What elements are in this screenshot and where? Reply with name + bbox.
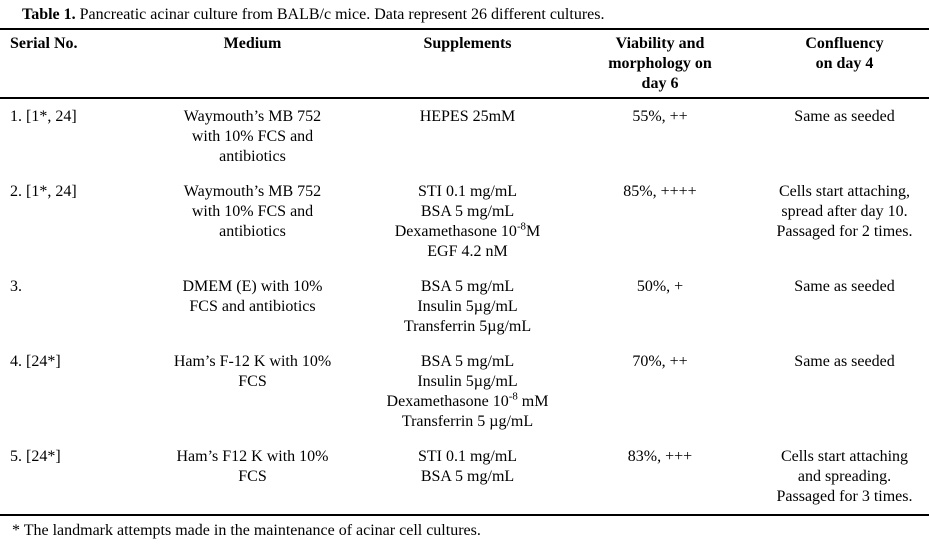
cultures-table: Serial No. Medium Supplements Viability and… — [0, 30, 929, 516]
serial-cell: 5. [24*] — [0, 439, 130, 516]
table-row: 1. [1*, 24] Waymouth’s MB 752 with 10% FCS… — [0, 98, 929, 174]
column-header-3: Viability and morphology on day 6 — [560, 30, 760, 99]
supplement-line: BSA 5 mg/mL — [420, 278, 515, 295]
confluency-line: Same as seeded — [794, 108, 895, 125]
table-header-row: Serial No. Medium Supplements Viability and… — [0, 30, 929, 99]
confluency-line: Cells start attaching, — [778, 183, 911, 200]
confluency-line: Passaged for 3 times. — [776, 488, 913, 505]
supplement-line: Transferrin 5µg/mL — [403, 318, 532, 335]
column-header-line: Medium — [223, 35, 282, 52]
confluency-line: Same as seeded — [794, 353, 895, 370]
table-header: Serial No. Medium Supplements Viability and… — [0, 30, 929, 99]
supplement-line: HEPES 25mM — [419, 108, 516, 125]
medium-line: antibiotics — [219, 223, 286, 240]
supplements-cell: STI 0.1 mg/mL BSA 5 mg/mL — [375, 439, 560, 516]
medium-cell: Waymouth’s MB 752 with 10% FCS and antibio… — [130, 174, 375, 269]
supplement-line: STI 0.1 mg/mL — [417, 448, 518, 465]
supplement-line: STI 0.1 mg/mL — [417, 183, 518, 200]
medium-line: with 10% FCS and — [191, 128, 314, 145]
medium-line: antibiotics — [219, 148, 286, 165]
medium-line: DMEM (E) with 10% — [182, 278, 323, 295]
viability-cell: 55%, ++ — [632, 108, 688, 125]
table-caption-label: Table 1. — [22, 6, 76, 23]
viability-cell: 83%, +++ — [560, 439, 760, 516]
column-header-line: Viability and — [615, 35, 705, 52]
serial-cell: 3. — [10, 278, 22, 295]
medium-cell: DMEM (E) with 10% FCS and antibiotics — [130, 269, 375, 344]
confluency-line: Same as seeded — [794, 278, 895, 295]
medium-line: with 10% FCS and — [191, 203, 314, 220]
supplement-line: BSA 5 mg/mL — [420, 468, 515, 485]
table-row: 4. [24*] Ham’s F-12 K with 10% FCS BSA 5 mg… — [0, 344, 929, 439]
column-header-1: Medium — [130, 30, 375, 99]
superscript-exponent: -8 — [516, 220, 526, 233]
serial-cell: 2. [1*, 24] — [10, 183, 77, 200]
table-row: 2. [1*, 24] Waymouth’s MB 752 with 10% FCS… — [0, 174, 929, 269]
supplements-cell: STI 0.1 mg/mL BSA 5 mg/mL Dexamethasone 10… — [375, 174, 560, 269]
confluency-cell: Cells start attaching, spread after day 1… — [760, 174, 929, 269]
confluency-cell: Cells start attaching and spreading. Passa… — [760, 439, 929, 516]
column-header-line: day 6 — [641, 75, 679, 92]
confluency-line: Passaged for 2 times. — [776, 223, 913, 240]
supplements-cell: BSA 5 mg/mL Insulin 5µg/mL Transferrin 5µg… — [375, 269, 560, 344]
table-caption: Table 1. Pancreatic acinar culture from … — [0, 0, 929, 30]
medium-line: FCS — [238, 373, 267, 390]
supplement-line: BSA 5 mg/mL — [420, 203, 515, 220]
supplement-line: Dexamethasone 10-8 mM — [386, 390, 549, 410]
viability-cell: 50%, + — [636, 278, 684, 295]
table-caption-text: Pancreatic acinar culture from BALB/c mi… — [75, 6, 605, 23]
serial-cell: 4. [24*] — [10, 353, 61, 370]
column-header-line: on day 4 — [815, 55, 874, 72]
supplement-line: Dexamethasone 10-8M — [394, 220, 541, 240]
confluency-cell: Same as seeded — [760, 98, 929, 174]
column-header-line: Serial No. — [10, 35, 78, 52]
confluency-line: and spreading. — [797, 468, 892, 485]
medium-line: Ham’s F-12 K with 10% — [173, 353, 332, 370]
table-row: 3. DMEM (E) with 10% FCS and antibiotics BS… — [0, 269, 929, 344]
supplements-cell: BSA 5 mg/mL Insulin 5µg/mL Dexamethasone 1… — [375, 344, 560, 439]
medium-line: Waymouth’s MB 752 — [183, 108, 322, 125]
confluency-line: spread after day 10. — [781, 203, 908, 220]
table-row: 5. [24*] Ham’s F12 K with 10% FCS STI 0.1 m… — [0, 439, 929, 516]
superscript-exponent: -8 — [508, 390, 518, 403]
supplement-line: Insulin 5µg/mL — [417, 373, 518, 390]
column-header-4: Confluency on day 4 — [760, 30, 929, 99]
column-header-line: Confluency — [805, 35, 884, 52]
supplement-line: Transferrin 5 µg/mL — [401, 413, 534, 430]
supplement-line: BSA 5 mg/mL — [420, 353, 515, 370]
medium-line: Ham’s F12 K with 10% — [176, 448, 329, 465]
medium-line: FCS — [238, 468, 267, 485]
viability-cell: 70%, ++ — [632, 353, 688, 370]
supplements-cell: HEPES 25mM — [375, 98, 560, 174]
column-header-line: Supplements — [423, 35, 512, 52]
supplement-line: EGF 4.2 nM — [427, 243, 508, 260]
medium-line: FCS and antibiotics — [189, 298, 316, 315]
confluency-line: Cells start attaching — [780, 448, 909, 465]
medium-line: Waymouth’s MB 752 — [183, 183, 322, 200]
column-header-0: Serial No. — [0, 30, 130, 99]
viability-cell: 85%, ++++ — [623, 183, 697, 200]
table-body: 1. [1*, 24] Waymouth’s MB 752 with 10% FCS… — [0, 98, 929, 516]
serial-cell: 1. [1*, 24] — [10, 108, 77, 125]
supplement-line: Insulin 5µg/mL — [417, 298, 518, 315]
medium-cell: Ham’s F12 K with 10% FCS — [130, 439, 375, 516]
column-header-line: morphology on — [608, 55, 712, 72]
confluency-cell: Same as seeded — [760, 344, 929, 439]
medium-cell: Ham’s F-12 K with 10% FCS — [130, 344, 375, 439]
medium-cell: Waymouth’s MB 752 with 10% FCS and antibio… — [130, 98, 375, 174]
confluency-cell: Same as seeded — [760, 269, 929, 344]
table-footnote: * The landmark attempts made in the main… — [12, 522, 481, 539]
column-header-2: Supplements — [375, 30, 560, 99]
